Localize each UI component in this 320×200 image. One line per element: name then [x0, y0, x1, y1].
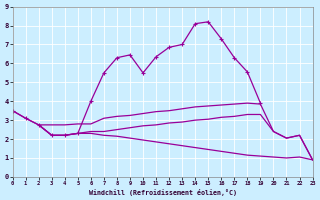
X-axis label: Windchill (Refroidissement éolien,°C): Windchill (Refroidissement éolien,°C): [89, 189, 236, 196]
